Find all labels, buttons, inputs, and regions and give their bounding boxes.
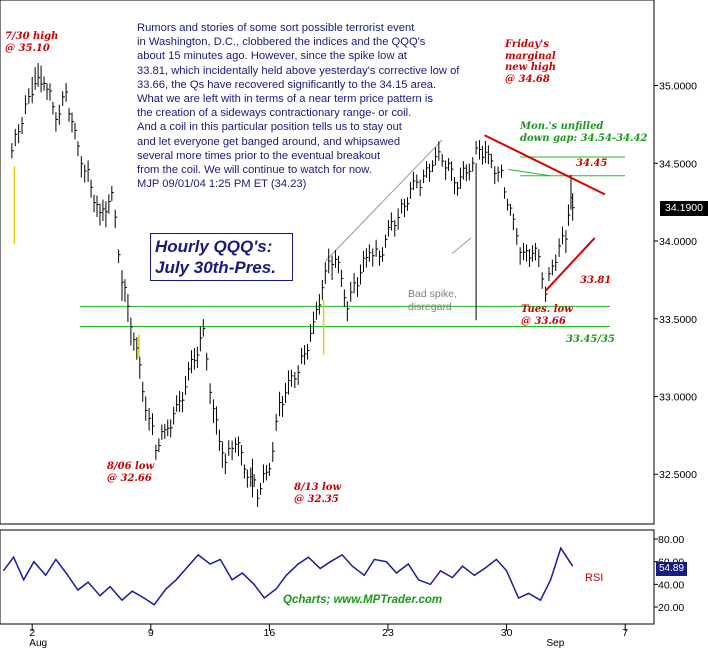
y-tick-label: 34.0000 — [659, 236, 697, 248]
label-806-low: 8/06 low @ 32.66 — [107, 461, 154, 484]
bad-spike-line: Bad spike, — [408, 288, 458, 300]
commentary-line: about 15 minutes ago. However, since the… — [137, 50, 407, 63]
x-axis: 2 9 16 23 30 7 Aug Sep — [29, 624, 628, 648]
ohlc-bars — [11, 63, 575, 507]
last-price-tag: 34.1900 — [660, 201, 708, 216]
commentary-line: several more times prior to the eventual… — [137, 149, 381, 162]
label-730-high: 7/30 high @ 35.10 — [5, 31, 58, 54]
lower-trendline — [544, 237, 596, 292]
chart-title-box: Hourly QQQ's: July 30th-Pres. — [150, 233, 293, 281]
tues-low-line: Tues. low — [521, 304, 573, 315]
label-friday-high: Friday's marginal new high @ 34.68 — [505, 39, 556, 85]
commentary-line: What we are left with in terms of a near… — [137, 93, 433, 106]
label-806-low-value: @ 32.66 — [107, 472, 152, 484]
x-tick-label: 7 — [622, 627, 628, 639]
label-730-high-value: @ 35.10 — [5, 42, 50, 54]
label-806-low-title: 8/06 low — [107, 461, 155, 472]
bad-spike-note: Bad spike, disregard — [408, 288, 457, 314]
commentary-line: 33.81, which incidentally held above yes… — [137, 64, 460, 77]
label-813-low-title: 8/13 low — [294, 482, 342, 493]
label-level-3381: 33.81 — [580, 275, 612, 286]
gap-label-line: Mon.'s unfilled — [520, 121, 604, 132]
label-level-3445: 34.45 — [576, 158, 608, 169]
label-813-low: 8/13 low @ 32.35 — [294, 482, 341, 505]
commentary-line: 33.66, the Qs have recovered significant… — [137, 78, 437, 91]
bad-spike-pointer — [452, 237, 472, 254]
gap-pointer — [508, 168, 551, 177]
guide-lines — [13, 139, 551, 358]
x-month-label: Sep — [547, 638, 565, 648]
y-tick-label: 35.0000 — [659, 81, 697, 93]
label-support-level: 33.45/35 — [566, 334, 615, 345]
rsi-value-tag: 54.89 — [656, 562, 687, 576]
commentary-line: And a coil in this particular position t… — [137, 121, 402, 134]
chart-title: Hourly QQQ's: — [155, 237, 273, 256]
friday-high-line: marginal — [505, 50, 556, 62]
upper-trendline — [484, 134, 606, 196]
gap-label-line: down gap: 34.54-34.42 — [520, 132, 648, 144]
label-730-high-title: 7/30 high — [5, 31, 59, 42]
x-tick-label: 2 — [29, 627, 35, 639]
channel-line — [324, 139, 443, 262]
commentary-line: MJP 09/01/04 1:25 PM ET (34.23) — [137, 178, 307, 191]
bad-spike-line: disregard — [408, 301, 452, 313]
y-tick-label: 34.5000 — [659, 158, 697, 170]
trend-lines — [484, 134, 606, 292]
commentary-line: and let everyone get banged around, and … — [137, 135, 401, 148]
tues-low-line: @ 33.66 — [521, 315, 566, 327]
commentary-line: the creation of a sideways contractionar… — [137, 107, 412, 120]
commentary-line: Rumors and stories of some sort possible… — [137, 22, 415, 34]
rsi-label: RSI — [585, 572, 604, 584]
chart-subtitle: July 30th-Pres. — [155, 258, 276, 277]
commentary-line: from the coil. We will continue to watch… — [137, 164, 372, 177]
price-plot-frame — [0, 0, 655, 525]
y-tick-label: 33.0000 — [659, 391, 697, 403]
rsi-y-tick-label: 80.00 — [658, 534, 684, 546]
x-tick-label: 16 — [264, 627, 276, 639]
commentary-line: in Washington, D.C., clobbered the indic… — [137, 36, 426, 49]
friday-high-line: new high — [505, 62, 557, 73]
friday-high-line: Friday's — [505, 39, 549, 50]
friday-high-line: @ 34.68 — [505, 73, 550, 85]
x-tick-label: 30 — [501, 627, 513, 639]
rsi-line — [2, 546, 574, 606]
chart-credit: Qcharts; www.MPTrader.com — [283, 594, 443, 606]
y-tick-label: 32.5000 — [659, 469, 697, 481]
x-month-label: Aug — [29, 638, 47, 648]
y-tick-label: 33.5000 — [659, 314, 697, 326]
label-tues-low: Tues. low @ 33.66 — [521, 304, 573, 327]
x-tick-label: 23 — [382, 627, 394, 639]
rsi-y-tick-label: 20.00 — [658, 602, 684, 614]
analyst-commentary: Rumors and stories of some sort possible… — [137, 21, 497, 191]
rsi-y-tick-label: 40.00 — [658, 579, 684, 591]
rsi-plot-frame — [0, 529, 655, 625]
label-813-low-value: @ 32.35 — [294, 493, 339, 505]
y-axis: 35.0000 34.5000 34.0000 33.5000 33.0000 32.50… — [654, 81, 697, 481]
label-unfilled-gap: Mon.'s unfilled down gap: 34.54-34.42 — [520, 121, 647, 144]
x-tick-label: 9 — [148, 627, 154, 639]
support-lines — [80, 156, 625, 328]
